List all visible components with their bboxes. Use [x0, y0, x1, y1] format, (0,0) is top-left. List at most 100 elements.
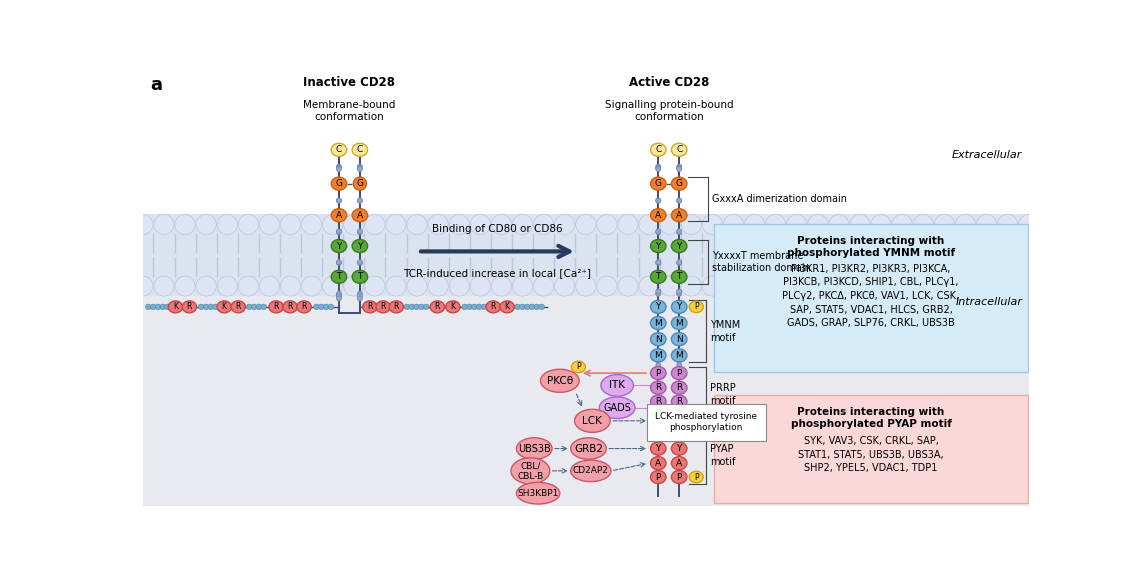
Circle shape: [677, 419, 681, 423]
Text: TCR-induced increase in local [Ca²⁺]: TCR-induced increase in local [Ca²⁺]: [403, 268, 591, 278]
Text: PI3KR1, PI3KR2, PI3KR3, PI3KCA,
PI3KCB, PI3KCD, SHIP1, CBL, PLCγ1,
PLCγ2, PKCΔ, : PI3KR1, PI3KR2, PI3KR3, PI3KCA, PI3KCB, …: [783, 264, 960, 328]
Circle shape: [145, 304, 151, 310]
Text: P: P: [677, 429, 682, 438]
Bar: [143, 68, 1029, 296]
Circle shape: [213, 304, 218, 310]
Text: R: R: [490, 302, 496, 311]
Ellipse shape: [575, 410, 610, 432]
Circle shape: [259, 215, 280, 235]
Circle shape: [656, 229, 661, 234]
Circle shape: [534, 304, 539, 310]
Ellipse shape: [331, 270, 346, 283]
Ellipse shape: [362, 301, 377, 313]
Ellipse shape: [168, 301, 183, 313]
Circle shape: [154, 215, 174, 235]
Text: R: R: [186, 302, 192, 311]
Circle shape: [344, 215, 363, 235]
Text: A: A: [677, 211, 682, 220]
Circle shape: [656, 423, 661, 427]
Text: T: T: [336, 272, 342, 281]
Circle shape: [656, 429, 661, 434]
Circle shape: [677, 388, 681, 393]
Text: Membrane-bound
conformation: Membrane-bound conformation: [303, 100, 395, 122]
Circle shape: [656, 319, 661, 324]
Circle shape: [197, 215, 216, 235]
Circle shape: [302, 276, 321, 296]
Ellipse shape: [671, 333, 687, 346]
Circle shape: [358, 164, 362, 169]
Ellipse shape: [671, 177, 687, 190]
Circle shape: [976, 215, 997, 235]
Circle shape: [151, 304, 155, 310]
Circle shape: [677, 198, 681, 203]
Text: ITK: ITK: [609, 381, 625, 390]
Circle shape: [336, 229, 342, 234]
Circle shape: [358, 291, 362, 296]
Circle shape: [462, 304, 467, 310]
Text: a: a: [151, 76, 162, 94]
Circle shape: [203, 304, 209, 310]
Circle shape: [336, 164, 342, 169]
Circle shape: [534, 215, 553, 235]
Circle shape: [481, 304, 487, 310]
Circle shape: [677, 396, 681, 400]
Text: G: G: [335, 179, 343, 188]
Ellipse shape: [671, 240, 687, 253]
Circle shape: [656, 261, 661, 265]
Circle shape: [677, 363, 681, 367]
Circle shape: [429, 215, 448, 235]
Circle shape: [256, 304, 262, 310]
Text: Y: Y: [677, 302, 682, 311]
Circle shape: [302, 215, 321, 235]
Circle shape: [358, 166, 362, 172]
Circle shape: [808, 276, 828, 296]
Circle shape: [336, 165, 342, 170]
Text: GRB2: GRB2: [574, 444, 604, 453]
Text: M: M: [676, 351, 684, 360]
Circle shape: [199, 304, 203, 310]
Ellipse shape: [231, 301, 246, 313]
Ellipse shape: [352, 143, 368, 156]
Text: Y: Y: [677, 444, 682, 453]
Circle shape: [280, 276, 301, 296]
Circle shape: [514, 304, 520, 310]
Text: T: T: [357, 272, 362, 281]
Circle shape: [850, 276, 870, 296]
Circle shape: [323, 304, 329, 310]
FancyBboxPatch shape: [714, 395, 1028, 503]
Circle shape: [217, 276, 238, 296]
Text: R: R: [273, 302, 279, 311]
Text: K: K: [222, 302, 226, 311]
Circle shape: [724, 276, 743, 296]
Circle shape: [677, 260, 681, 265]
Text: R: R: [655, 397, 662, 406]
Circle shape: [934, 215, 954, 235]
Circle shape: [261, 304, 266, 310]
Circle shape: [409, 304, 415, 310]
Ellipse shape: [650, 381, 666, 394]
Circle shape: [677, 382, 681, 387]
Circle shape: [656, 403, 661, 407]
Text: A: A: [357, 211, 363, 220]
Circle shape: [677, 321, 681, 327]
Circle shape: [656, 449, 661, 454]
Circle shape: [656, 416, 661, 421]
Text: LCK-mediated tyrosine
phosphorylation: LCK-mediated tyrosine phosphorylation: [655, 412, 758, 432]
Circle shape: [449, 215, 470, 235]
Circle shape: [656, 354, 661, 359]
Text: Y: Y: [656, 241, 661, 250]
Circle shape: [656, 303, 661, 308]
Text: T: T: [656, 272, 661, 281]
Circle shape: [491, 215, 512, 235]
Circle shape: [576, 276, 596, 296]
Circle shape: [639, 215, 660, 235]
Text: SH3KBP1: SH3KBP1: [518, 488, 559, 498]
Circle shape: [491, 276, 512, 296]
Circle shape: [358, 165, 362, 170]
Circle shape: [336, 198, 342, 203]
Ellipse shape: [650, 457, 666, 470]
Circle shape: [529, 304, 535, 310]
Circle shape: [554, 276, 575, 296]
Circle shape: [677, 291, 681, 296]
Circle shape: [656, 336, 661, 340]
